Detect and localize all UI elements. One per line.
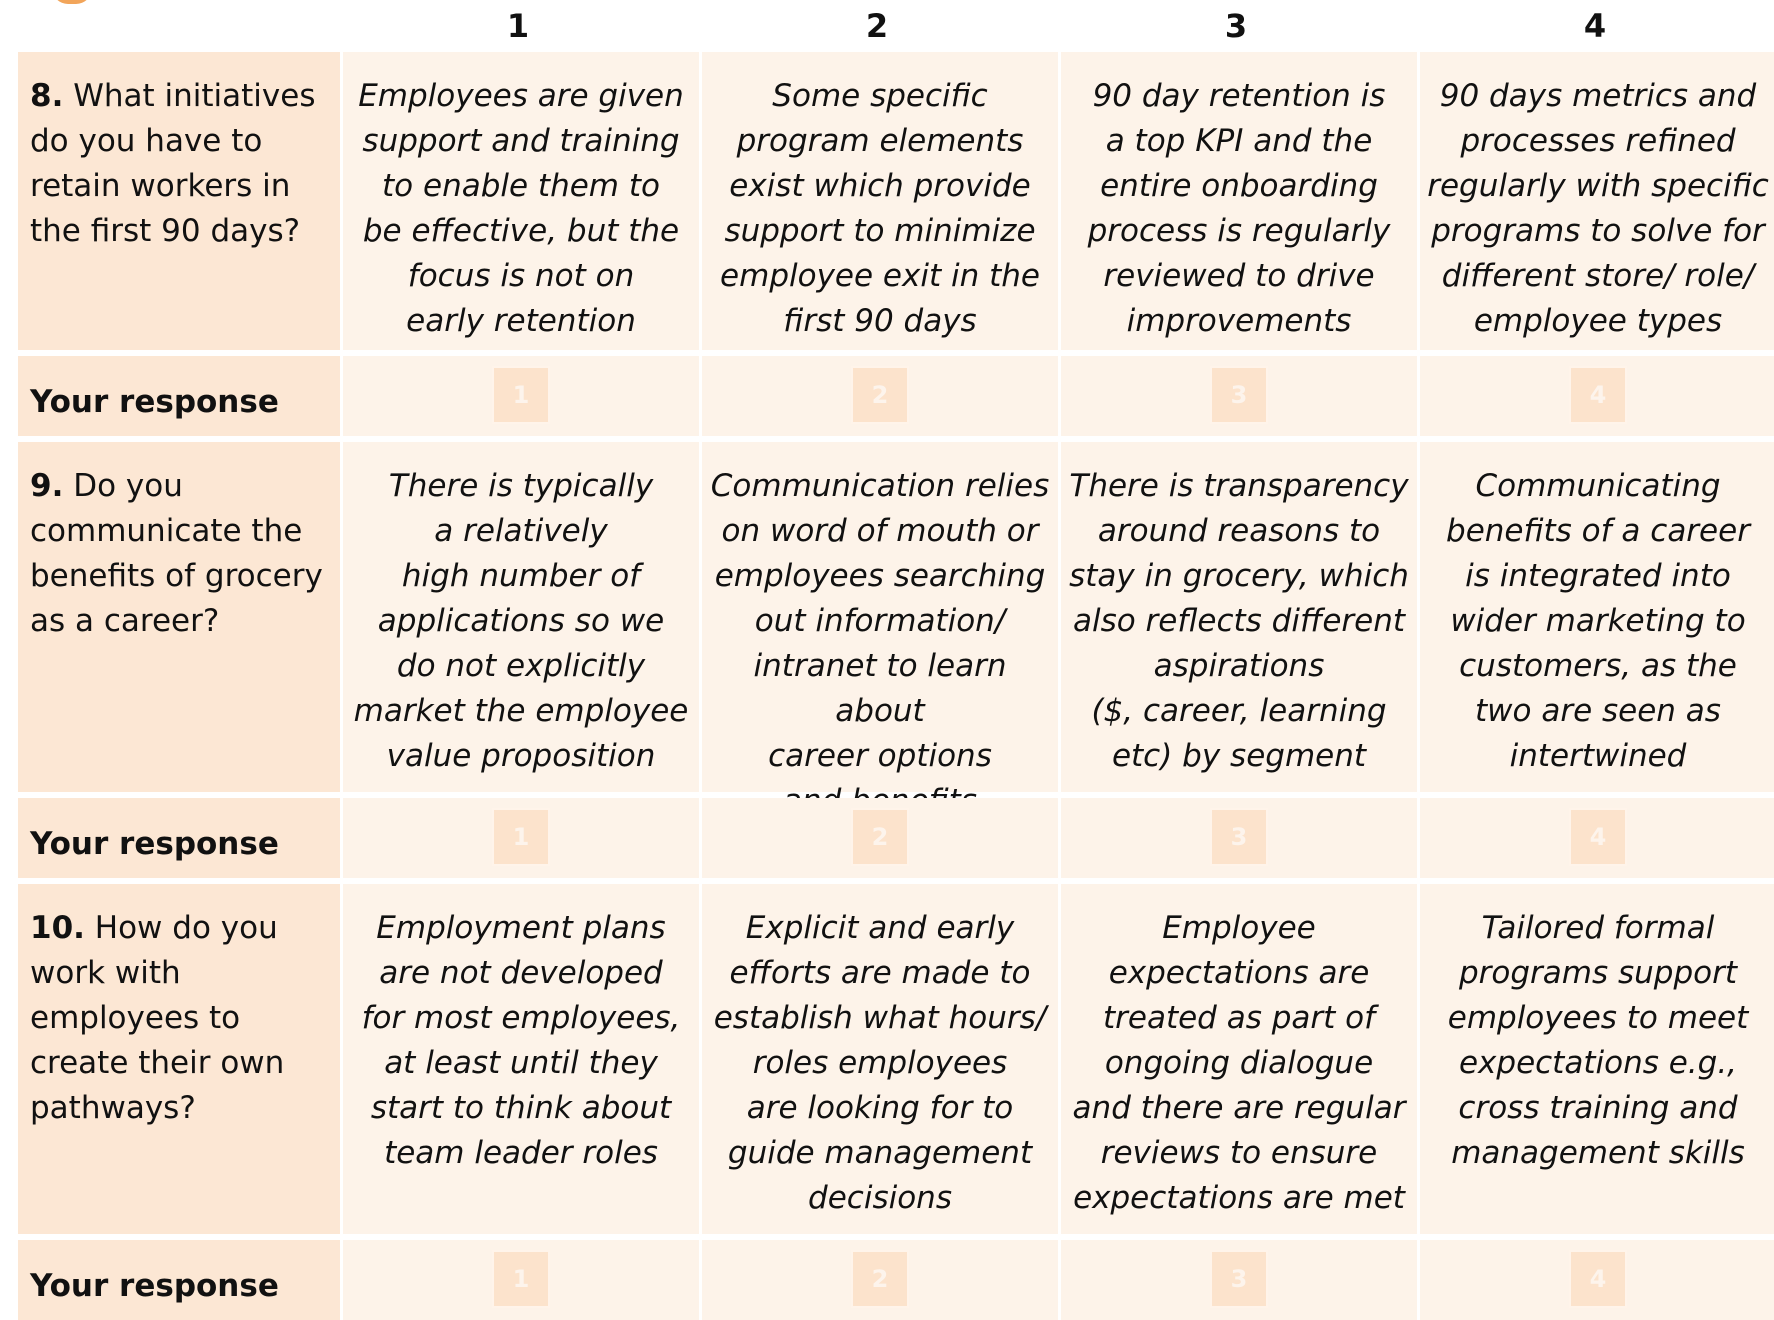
q8-response-cell-3: 3 <box>1061 356 1417 436</box>
q9-level-1-description: There is typically a relatively high num… <box>343 442 699 792</box>
q8-level-2-description: Some specific program elements exist whi… <box>702 52 1058 350</box>
q8-response-cell-2: 2 <box>702 356 1058 436</box>
q9-response-option-1[interactable]: 1 <box>492 808 550 866</box>
q10-response-label: Your response <box>18 1240 340 1320</box>
column-header-3: 3 <box>1224 7 1248 45</box>
column-header-2: 2 <box>865 7 889 45</box>
q9-response-option-2[interactable]: 2 <box>851 808 909 866</box>
q10-level-2-description: Explicit and early efforts are made to e… <box>702 884 1058 1234</box>
q8-response-option-2[interactable]: 2 <box>851 366 909 424</box>
q10-response-option-1[interactable]: 1 <box>492 1250 550 1308</box>
column-header-4: 4 <box>1583 7 1607 45</box>
q10-response-cell-1: 1 <box>343 1240 699 1320</box>
q9-response-option-3[interactable]: 3 <box>1210 808 1268 866</box>
q9-response-cell-3: 3 <box>1061 798 1417 878</box>
question-9: 9. Do you communicate the benefits of gr… <box>18 442 340 792</box>
question-text: What initiatives do you have to retain w… <box>30 78 316 249</box>
q10-response-cell-2: 2 <box>702 1240 1058 1320</box>
q8-response-option-3[interactable]: 3 <box>1210 366 1268 424</box>
question-number: 8. <box>30 78 64 114</box>
question-8: 8. What initiatives do you have to retai… <box>18 52 340 350</box>
q8-level-1-description: Employees are given support and training… <box>343 52 699 350</box>
corner-accent-mark <box>52 0 92 4</box>
q9-response-option-4[interactable]: 4 <box>1569 808 1627 866</box>
question-10: 10. How do you work with employees to cr… <box>18 884 340 1234</box>
q10-response-option-3[interactable]: 3 <box>1210 1250 1268 1308</box>
question-text: Do you communicate the benefits of groce… <box>30 468 323 639</box>
question-text: How do you work with employees to create… <box>30 910 285 1126</box>
q8-level-4-description: 90 days metrics and processes refined re… <box>1420 52 1774 350</box>
q8-response-option-1[interactable]: 1 <box>492 366 550 424</box>
question-number: 10. <box>30 910 85 946</box>
q9-level-3-description: There is transparency around reasons to … <box>1061 442 1417 792</box>
assessment-table: 8. What initiatives do you have to retai… <box>18 52 1774 1320</box>
q8-response-cell-4: 4 <box>1420 356 1774 436</box>
q10-response-cell-3: 3 <box>1061 1240 1417 1320</box>
q10-response-option-2[interactable]: 2 <box>851 1250 909 1308</box>
q9-response-cell-2: 2 <box>702 798 1058 878</box>
q9-response-cell-4: 4 <box>1420 798 1774 878</box>
column-header-1: 1 <box>506 7 530 45</box>
q10-level-1-description: Employment plans are not developed for m… <box>343 884 699 1234</box>
q10-response-cell-4: 4 <box>1420 1240 1774 1320</box>
q8-response-option-4[interactable]: 4 <box>1569 366 1627 424</box>
q9-level-2-description: Communication relies on word of mouth or… <box>702 442 1058 819</box>
q9-level-4-description: Communicating benefits of a career is in… <box>1420 442 1774 792</box>
q8-level-3-description: 90 day retention is a top KPI and the en… <box>1061 52 1417 350</box>
q10-level-3-description: Employee expectations are treated as par… <box>1061 884 1417 1234</box>
q10-level-4-description: Tailored formal programs support employe… <box>1420 884 1774 1234</box>
q9-response-cell-1: 1 <box>343 798 699 878</box>
q8-response-label: Your response <box>18 356 340 436</box>
q9-response-label: Your response <box>18 798 340 878</box>
question-number: 9. <box>30 468 64 504</box>
q10-response-option-4[interactable]: 4 <box>1569 1250 1627 1308</box>
q8-response-cell-1: 1 <box>343 356 699 436</box>
